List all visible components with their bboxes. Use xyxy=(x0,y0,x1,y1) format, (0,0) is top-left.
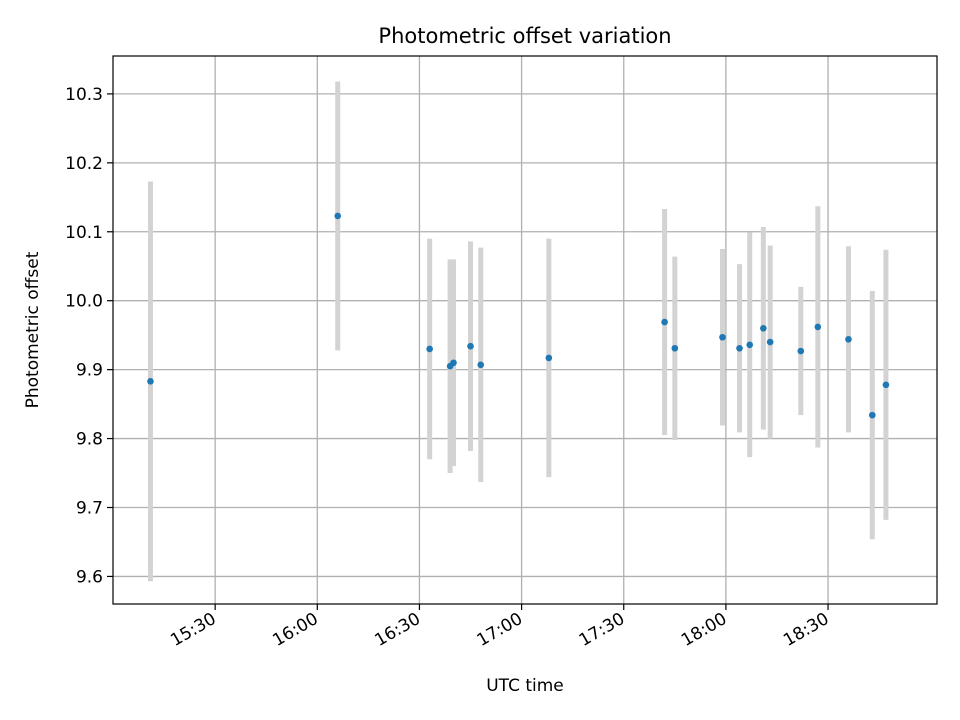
data-point xyxy=(719,333,726,341)
chart-title: Photometric offset variation xyxy=(378,24,671,48)
data-point xyxy=(671,344,679,352)
data-point xyxy=(760,324,767,332)
y-tick-label: 10.2 xyxy=(65,154,103,174)
y-tick-label: 10.1 xyxy=(65,223,103,243)
y-tick-label: 10.0 xyxy=(65,292,103,312)
data-points xyxy=(147,212,890,419)
data-point xyxy=(545,354,553,362)
data-point xyxy=(882,381,890,389)
data-point xyxy=(147,378,154,385)
data-point xyxy=(426,345,433,353)
data-point xyxy=(467,342,474,350)
data-point xyxy=(736,344,743,352)
data-point xyxy=(814,323,822,331)
y-axis-ticks: 9.6 9.7 9.8 9.9 10.0 10.1 10.2 10.3 xyxy=(65,85,113,587)
y-tick-label: 9.9 xyxy=(76,361,103,381)
data-point xyxy=(746,341,754,349)
y-axis-label: Photometric offset xyxy=(23,251,43,408)
plot-area-frame xyxy=(112,55,938,605)
data-point xyxy=(766,338,774,346)
data-point xyxy=(661,318,668,326)
data-point xyxy=(869,411,876,419)
data-point xyxy=(334,212,342,220)
y-tick-label: 9.6 xyxy=(76,567,103,587)
y-tick-label: 9.8 xyxy=(76,430,103,450)
data-point xyxy=(477,361,485,369)
data-point xyxy=(797,347,805,355)
y-tick-label: 9.7 xyxy=(76,498,103,518)
y-tick-label: 10.3 xyxy=(65,85,103,105)
data-point xyxy=(450,359,457,367)
x-axis-label: UTC time xyxy=(486,676,564,696)
data-point xyxy=(845,336,852,343)
